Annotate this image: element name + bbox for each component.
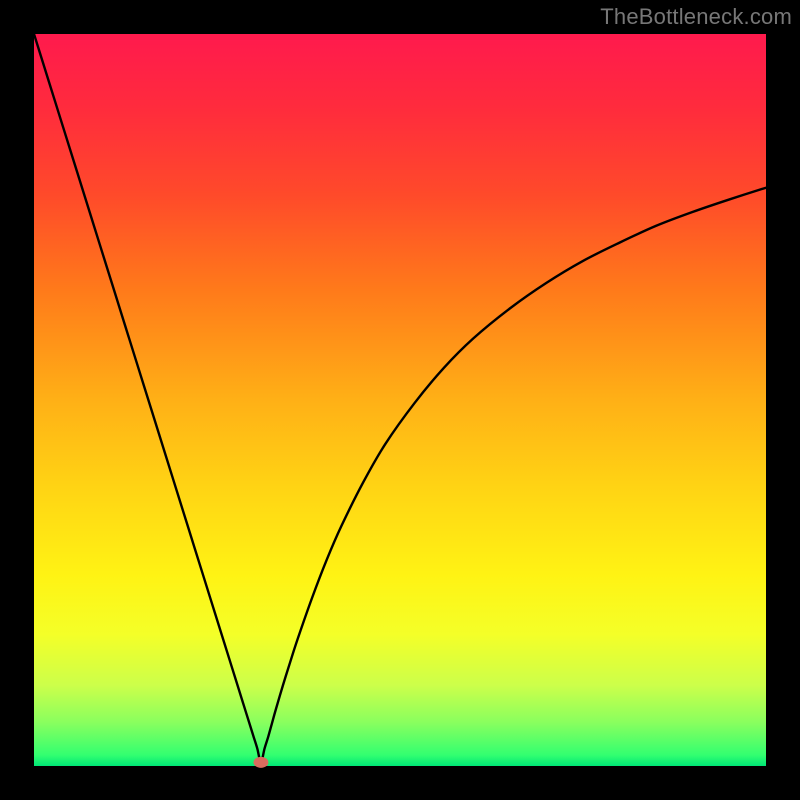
minimum-marker: [254, 757, 268, 767]
canvas: TheBottleneck.com: [0, 0, 800, 800]
plot-background: [34, 34, 766, 766]
bottleneck-chart: [0, 0, 800, 800]
